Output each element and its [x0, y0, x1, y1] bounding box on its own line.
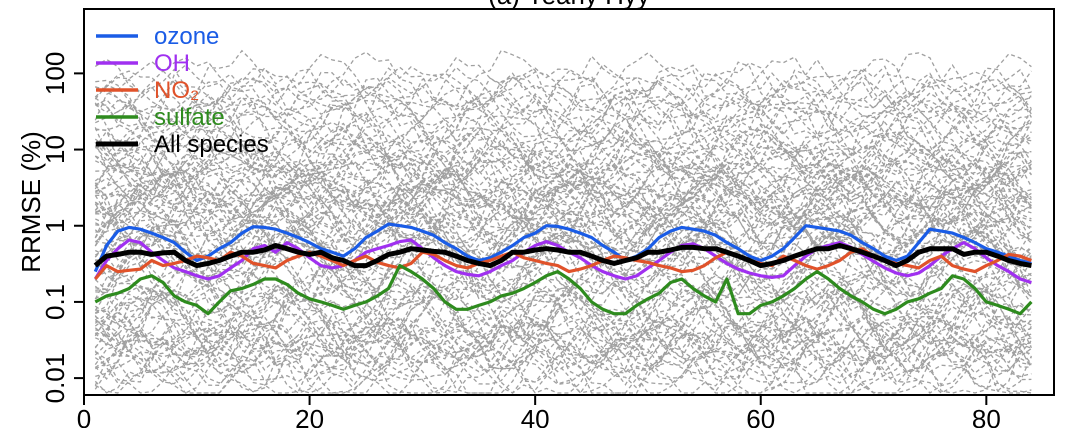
background-line: [95, 137, 1032, 182]
background-line: [94, 99, 1032, 143]
background-line: [95, 67, 1032, 136]
series-lines: [93, 222, 1033, 316]
background-line: [94, 151, 1032, 195]
background-line: [95, 290, 1032, 338]
background-line: [94, 159, 1032, 252]
background-line: [95, 156, 1032, 212]
background-line: [95, 210, 1032, 274]
y-axis: 0.01 0.1 1 10 100: [40, 52, 85, 404]
background-line: [94, 327, 1032, 394]
legend-label: ozone: [154, 23, 219, 50]
background-line: [94, 195, 1032, 249]
background-line: [95, 229, 1032, 307]
legend-label: All species: [154, 131, 269, 158]
y-axis-label: RRMSE (%): [16, 131, 46, 273]
background-line: [94, 61, 1032, 146]
legend-label: sulfate: [154, 104, 225, 131]
background-line: [95, 187, 1032, 258]
background-line: [94, 124, 1032, 194]
background-line: [95, 182, 1032, 225]
background-line: [94, 58, 1032, 107]
background-line: [94, 189, 1032, 247]
background-line: [95, 144, 1032, 213]
background-line: [95, 225, 1032, 300]
background-line: [95, 320, 1032, 380]
background-line: [95, 177, 1032, 219]
y-tick-label: 0.1: [40, 284, 70, 320]
background-line: [94, 187, 1032, 267]
y-tick-label: 1: [40, 219, 70, 233]
background-line: [94, 291, 1032, 380]
series-line-5: [93, 243, 1032, 269]
background-line: [94, 308, 1032, 383]
background-species-lines: [94, 49, 1032, 395]
background-line: [95, 72, 1032, 121]
background-line: [95, 168, 1032, 219]
background-line: [95, 264, 1032, 310]
series-line-1: [93, 222, 1032, 273]
background-line: [94, 344, 1032, 385]
background-line: [94, 89, 1032, 147]
background-line: [95, 203, 1032, 268]
legend-label: OH: [154, 50, 190, 77]
background-line: [94, 150, 1032, 231]
chart-title: (a) Yearly Hyy: [488, 0, 650, 10]
background-line: [95, 159, 1032, 206]
y-tick-label: 10: [40, 135, 70, 164]
background-line: [95, 212, 1032, 262]
background-line: [94, 287, 1032, 356]
background-line: [94, 148, 1032, 228]
background-line: [94, 313, 1032, 368]
background-line: [94, 320, 1032, 386]
x-tick-label: 80: [972, 404, 1001, 428]
background-line: [94, 251, 1032, 343]
background-line: [94, 199, 1032, 265]
background-line: [94, 49, 1032, 118]
background-line: [95, 128, 1032, 172]
background-line: [94, 243, 1032, 335]
background-line: [95, 325, 1032, 394]
background-line: [95, 335, 1032, 386]
series-line-4: [94, 264, 1033, 316]
x-tick-label: 40: [521, 404, 550, 428]
background-line: [95, 103, 1032, 180]
background-line: [94, 181, 1032, 258]
background-line: [95, 262, 1032, 313]
background-line: [94, 88, 1032, 179]
background-line: [95, 140, 1032, 188]
background-line: [95, 53, 1032, 113]
background-line: [95, 288, 1032, 374]
y-tick-label: 0.01: [40, 353, 70, 404]
background-line: [94, 338, 1032, 394]
background-line: [94, 134, 1032, 186]
background-line: [94, 128, 1032, 181]
background-line: [94, 329, 1032, 391]
background-line: [94, 138, 1032, 208]
background-line: [94, 330, 1032, 394]
x-tick-label: 60: [746, 404, 775, 428]
background-line: [94, 172, 1032, 256]
background-line: [95, 279, 1032, 350]
x-tick-label: 20: [295, 404, 324, 428]
legend-label: NO₂: [154, 77, 199, 104]
y-tick-label: 100: [40, 52, 70, 95]
background-line: [94, 64, 1032, 119]
x-axis: 0 20 40 60 80: [77, 394, 1001, 428]
background-line: [94, 303, 1032, 373]
background-line: [94, 282, 1032, 374]
background-line: [95, 149, 1032, 202]
background-line: [95, 101, 1032, 153]
x-tick-label: 0: [77, 404, 91, 428]
background-line: [94, 329, 1032, 394]
background-line: [94, 308, 1032, 395]
